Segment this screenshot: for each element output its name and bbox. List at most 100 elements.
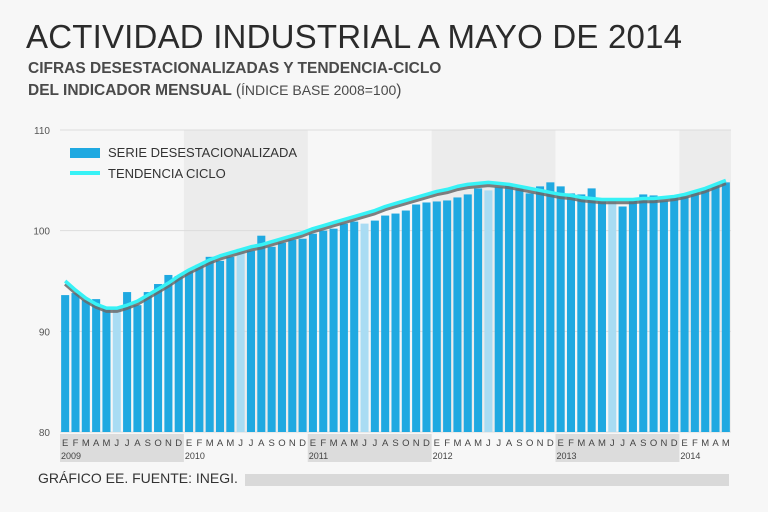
bar [71, 293, 80, 432]
x-tick-label: M [598, 438, 606, 449]
subtitle-paren-open: ( [235, 82, 242, 99]
x-tick-label: F [568, 438, 574, 449]
bar [566, 193, 576, 432]
subtitle-main: DEL INDICADOR MENSUAL [28, 82, 232, 99]
x-tick-label: D [547, 438, 554, 449]
x-tick-label: E [557, 438, 563, 449]
x-tick-label: A [465, 438, 472, 449]
x-tick-label: O [526, 438, 533, 449]
bar [443, 200, 452, 432]
x-tick-label: N [289, 438, 296, 449]
x-tick-label: F [73, 438, 79, 449]
bar [92, 299, 101, 432]
x-tick-label: E [186, 438, 192, 449]
x-tick-label: D [299, 438, 306, 449]
x-tick-label: O [402, 438, 409, 449]
x-tick-label: O [154, 438, 161, 449]
x-tick-label: N [413, 438, 420, 449]
x-tick-label: M [474, 438, 482, 449]
bar [484, 190, 493, 432]
x-tick-label: A [258, 438, 265, 449]
bar [577, 194, 586, 432]
bar [587, 188, 596, 432]
x-tick-label: A [382, 438, 389, 449]
bar [701, 188, 710, 432]
x-tick-label: S [640, 438, 646, 449]
bar [154, 284, 163, 432]
bar [515, 188, 524, 432]
bar [546, 182, 555, 432]
bar [350, 221, 359, 432]
y-tick-label: 80 [39, 428, 51, 439]
x-tick-label: A [341, 438, 348, 449]
bar [195, 264, 204, 432]
bar [308, 233, 317, 432]
bar [246, 250, 256, 432]
bar [474, 188, 483, 432]
x-tick-label: E [681, 438, 687, 449]
bar [649, 195, 658, 432]
bar [339, 223, 348, 432]
x-tick-label: J [249, 438, 254, 449]
bar [670, 197, 679, 432]
x-tick-label: E [434, 438, 440, 449]
bar [412, 204, 421, 432]
bar [628, 199, 637, 432]
bar [463, 194, 472, 432]
trend-line [64, 178, 727, 310]
bar [608, 198, 617, 432]
trend-line-shadow [64, 181, 727, 313]
y-tick-label: 90 [39, 327, 51, 338]
x-tick-label: A [134, 438, 141, 449]
year-band [307, 434, 432, 462]
footer-bar [245, 474, 729, 486]
x-tick-label: A [630, 438, 637, 449]
bar [319, 230, 328, 432]
bar [288, 239, 297, 432]
bar [711, 185, 720, 432]
x-tick-label: A [712, 438, 719, 449]
bar [422, 202, 431, 432]
bar [236, 248, 245, 432]
x-tick-label: F [196, 438, 202, 449]
bar [133, 305, 142, 432]
y-tick-label: 100 [33, 227, 50, 238]
bar [381, 215, 390, 432]
bar [257, 235, 266, 432]
x-tick-label: J [610, 438, 615, 449]
chart-title: ACTIVIDAD INDUSTRIAL A MAYO DE 2014 [26, 18, 683, 55]
chart-subtitle-line2: DEL INDICADOR MENSUAL (ÍNDICE BASE 2008=… [28, 82, 401, 100]
x-tick-label: S [516, 438, 522, 449]
bar [370, 220, 379, 432]
bar [143, 292, 152, 432]
bar [81, 300, 90, 432]
x-tick-label: N [165, 438, 172, 449]
bar [401, 210, 410, 432]
bar [597, 201, 606, 432]
year-band [555, 434, 680, 462]
bar [453, 197, 462, 432]
x-tick-label: O [650, 438, 657, 449]
x-tick-label: N [660, 438, 667, 449]
bar [618, 206, 627, 432]
bar [226, 256, 235, 432]
bar [535, 186, 545, 432]
x-tick-label: M [453, 438, 461, 449]
bar [505, 185, 514, 432]
legend-label-trend: TENDENCIA CICLO [108, 166, 226, 181]
x-tick-label: J [114, 438, 119, 449]
legend-swatch-bars [70, 148, 100, 158]
x-tick-label: A [93, 438, 100, 449]
chart-source-footer: GRÁFICO EE. FUENTE: INEGI. [38, 470, 238, 486]
x-tick-label: E [62, 438, 68, 449]
x-tick-label: N [537, 438, 544, 449]
year-label: 2011 [309, 451, 328, 461]
bar [205, 256, 214, 432]
bar [61, 295, 70, 432]
x-tick-label: M [82, 438, 90, 449]
bar [639, 194, 648, 432]
bar [215, 260, 225, 432]
bar [112, 307, 121, 432]
x-tick-label: M [701, 438, 709, 449]
